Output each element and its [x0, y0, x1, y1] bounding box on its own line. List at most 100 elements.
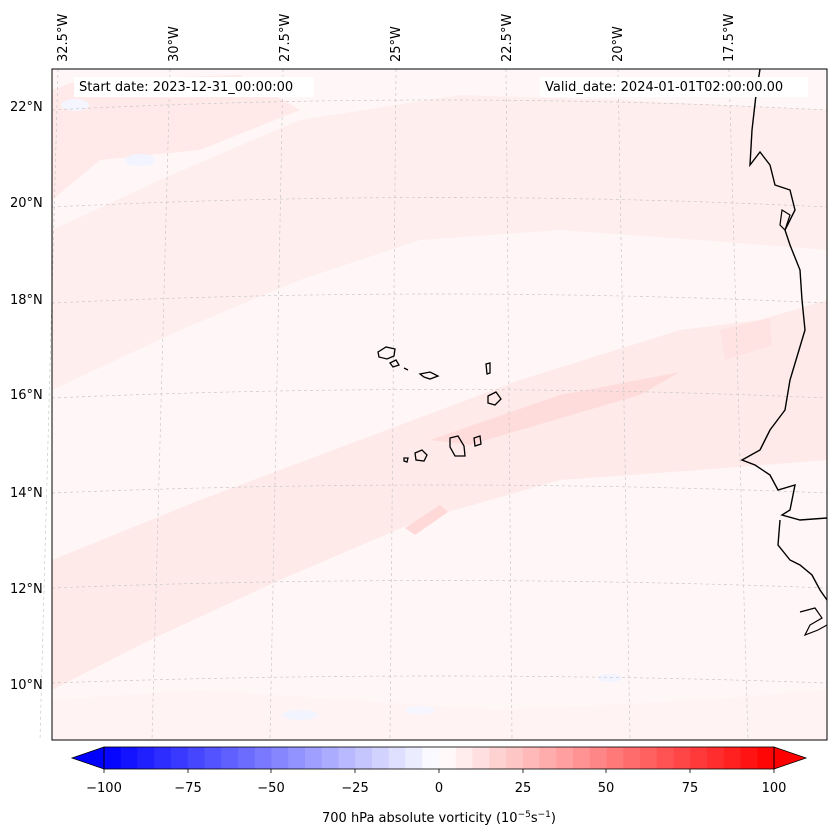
banc-arguin-coast: [779, 208, 791, 232]
colorbar-segment: [154, 747, 172, 769]
gridline-lat-20: [51, 197, 828, 208]
colorbar-segment: [589, 747, 607, 769]
colorbar-tick-labels: −100 −75 −50 −25 0 25 50 75 100: [86, 781, 786, 796]
gridlines: [39, 68, 828, 741]
colorbar-segment: [656, 747, 674, 769]
colorbar-segment: [288, 747, 306, 769]
colorbar-segment: [187, 747, 205, 769]
colorbar-segment: [271, 747, 289, 769]
colorbar-tick-label: −100: [86, 781, 122, 796]
lon-label-32-5: 32.5°W: [56, 14, 71, 62]
colorbar-segment: [104, 747, 122, 769]
colorbar-segment: [455, 747, 473, 769]
colorbar-segment: [690, 747, 708, 769]
colorbar-segment: [539, 747, 557, 769]
start-date-box: [74, 77, 314, 97]
vorticity-field: [52, 75, 827, 740]
colorbar-segment: [254, 747, 272, 769]
colorbar-segment: [388, 747, 406, 769]
colorbar-segment: [238, 747, 256, 769]
gridline-lat-12: [51, 580, 828, 589]
colorbar-segment: [606, 747, 624, 769]
lat-label-14: 14°N: [10, 486, 43, 501]
colorbar-segment: [120, 747, 138, 769]
valid-date-box: [540, 77, 808, 97]
lat-label-22: 22°N: [10, 100, 43, 115]
colorbar-segment: [707, 747, 725, 769]
colorbar-segment: [573, 747, 591, 769]
lat-label-10: 10°N: [10, 678, 43, 693]
colorbar-segment: [321, 747, 339, 769]
vorticity-max-blob: [405, 505, 448, 535]
colorbar-tick-label: −25: [341, 781, 368, 796]
gridline-lat-18: [51, 293, 828, 304]
lat-label-12: 12°N: [10, 582, 43, 597]
colorbar-segment: [757, 747, 775, 769]
colorbar-segment: [137, 747, 155, 769]
colorbar-segment: [522, 747, 540, 769]
latitude-labels: 22°N 20°N 18°N 16°N 14°N 12°N 10°N: [10, 100, 43, 693]
gridline-lon-25: [389, 68, 397, 741]
island-sao-vicente: [389, 359, 400, 368]
colorbar-tick-label: 25: [515, 781, 532, 796]
colorbar-title-main: 700 hPa absolute vorticity (10: [322, 811, 518, 826]
colorbar-segment: [472, 747, 490, 769]
colorbar-segment: [171, 747, 189, 769]
lon-label-20: 20°W: [611, 26, 626, 62]
colorbar-segment: [221, 747, 239, 769]
colorbar-segment: [372, 747, 390, 769]
island-sao-nicolau: [418, 371, 440, 380]
island-santiago: [449, 435, 466, 457]
gridline-lat-14: [51, 484, 828, 494]
cape-verde-islands: [377, 346, 502, 463]
lat-label-20: 20°N: [10, 196, 43, 211]
gridline-lon-22-5: [505, 68, 513, 741]
longitude-labels: 32.5°W 30°W 27.5°W 25°W 22.5°W 20°W 17.5…: [56, 14, 737, 62]
colorbar-min-extend: [70, 746, 105, 770]
colorbar-segment: [305, 747, 323, 769]
gridline-lat-16: [51, 389, 828, 399]
island-brava: [403, 457, 409, 463]
valid-date-label: Valid_date: 2024-01-01T02:00:00.00: [545, 80, 783, 95]
negative-patch-3: [598, 674, 622, 682]
colorbar-segment: [556, 747, 574, 769]
colorbar-segments: [104, 747, 775, 769]
colorbar-segment: [489, 747, 507, 769]
island-maio: [473, 435, 482, 447]
colorbar-ticks: [103, 769, 775, 773]
colorbar-title-end: ): [551, 811, 556, 826]
colorbar-title-exp1: −5: [518, 810, 531, 820]
colorbar-tick-label: 0: [435, 781, 443, 796]
colorbar-title-exp2: −1: [538, 810, 551, 820]
colorbar-title: 700 hPa absolute vorticity (10−5s−1): [322, 810, 556, 826]
negative-patch-4: [405, 706, 435, 714]
lat-label-18: 18°N: [10, 293, 43, 308]
lon-label-30: 30°W: [167, 26, 182, 62]
colorbar-segment: [623, 747, 641, 769]
gridline-lat-22: [51, 99, 828, 111]
vorticity-coastal-patch: [720, 318, 772, 360]
lon-label-27-5: 27.5°W: [278, 14, 293, 62]
negative-patch-5: [61, 99, 89, 111]
colorbar-max-extend: [773, 746, 808, 770]
island-santo-antao: [377, 346, 396, 360]
colorbar-tick-label: 50: [598, 781, 615, 796]
colorbar-segment: [640, 747, 658, 769]
bijagos-coast: [799, 607, 828, 637]
island-fogo: [414, 449, 428, 462]
lat-label-16: 16°N: [10, 388, 43, 403]
colorbar-segment: [673, 747, 691, 769]
guinea-bissau-coast: [777, 519, 828, 601]
colorbar-segment: [439, 747, 457, 769]
island-sal: [485, 362, 491, 375]
island-boa-vista: [487, 391, 502, 406]
colorbar-segment: [422, 747, 440, 769]
negative-patch-2: [282, 710, 318, 720]
colorbar-segment: [506, 747, 524, 769]
colorbar-segment: [405, 747, 423, 769]
africa-coastline: [740, 68, 828, 521]
map-panel: Start date: 2023-12-31_00:00:00 Valid_da…: [39, 68, 828, 741]
map-frame: [51, 68, 828, 741]
vorticity-band-south: [52, 690, 827, 740]
gridline-lon-17-5: [728, 68, 749, 741]
